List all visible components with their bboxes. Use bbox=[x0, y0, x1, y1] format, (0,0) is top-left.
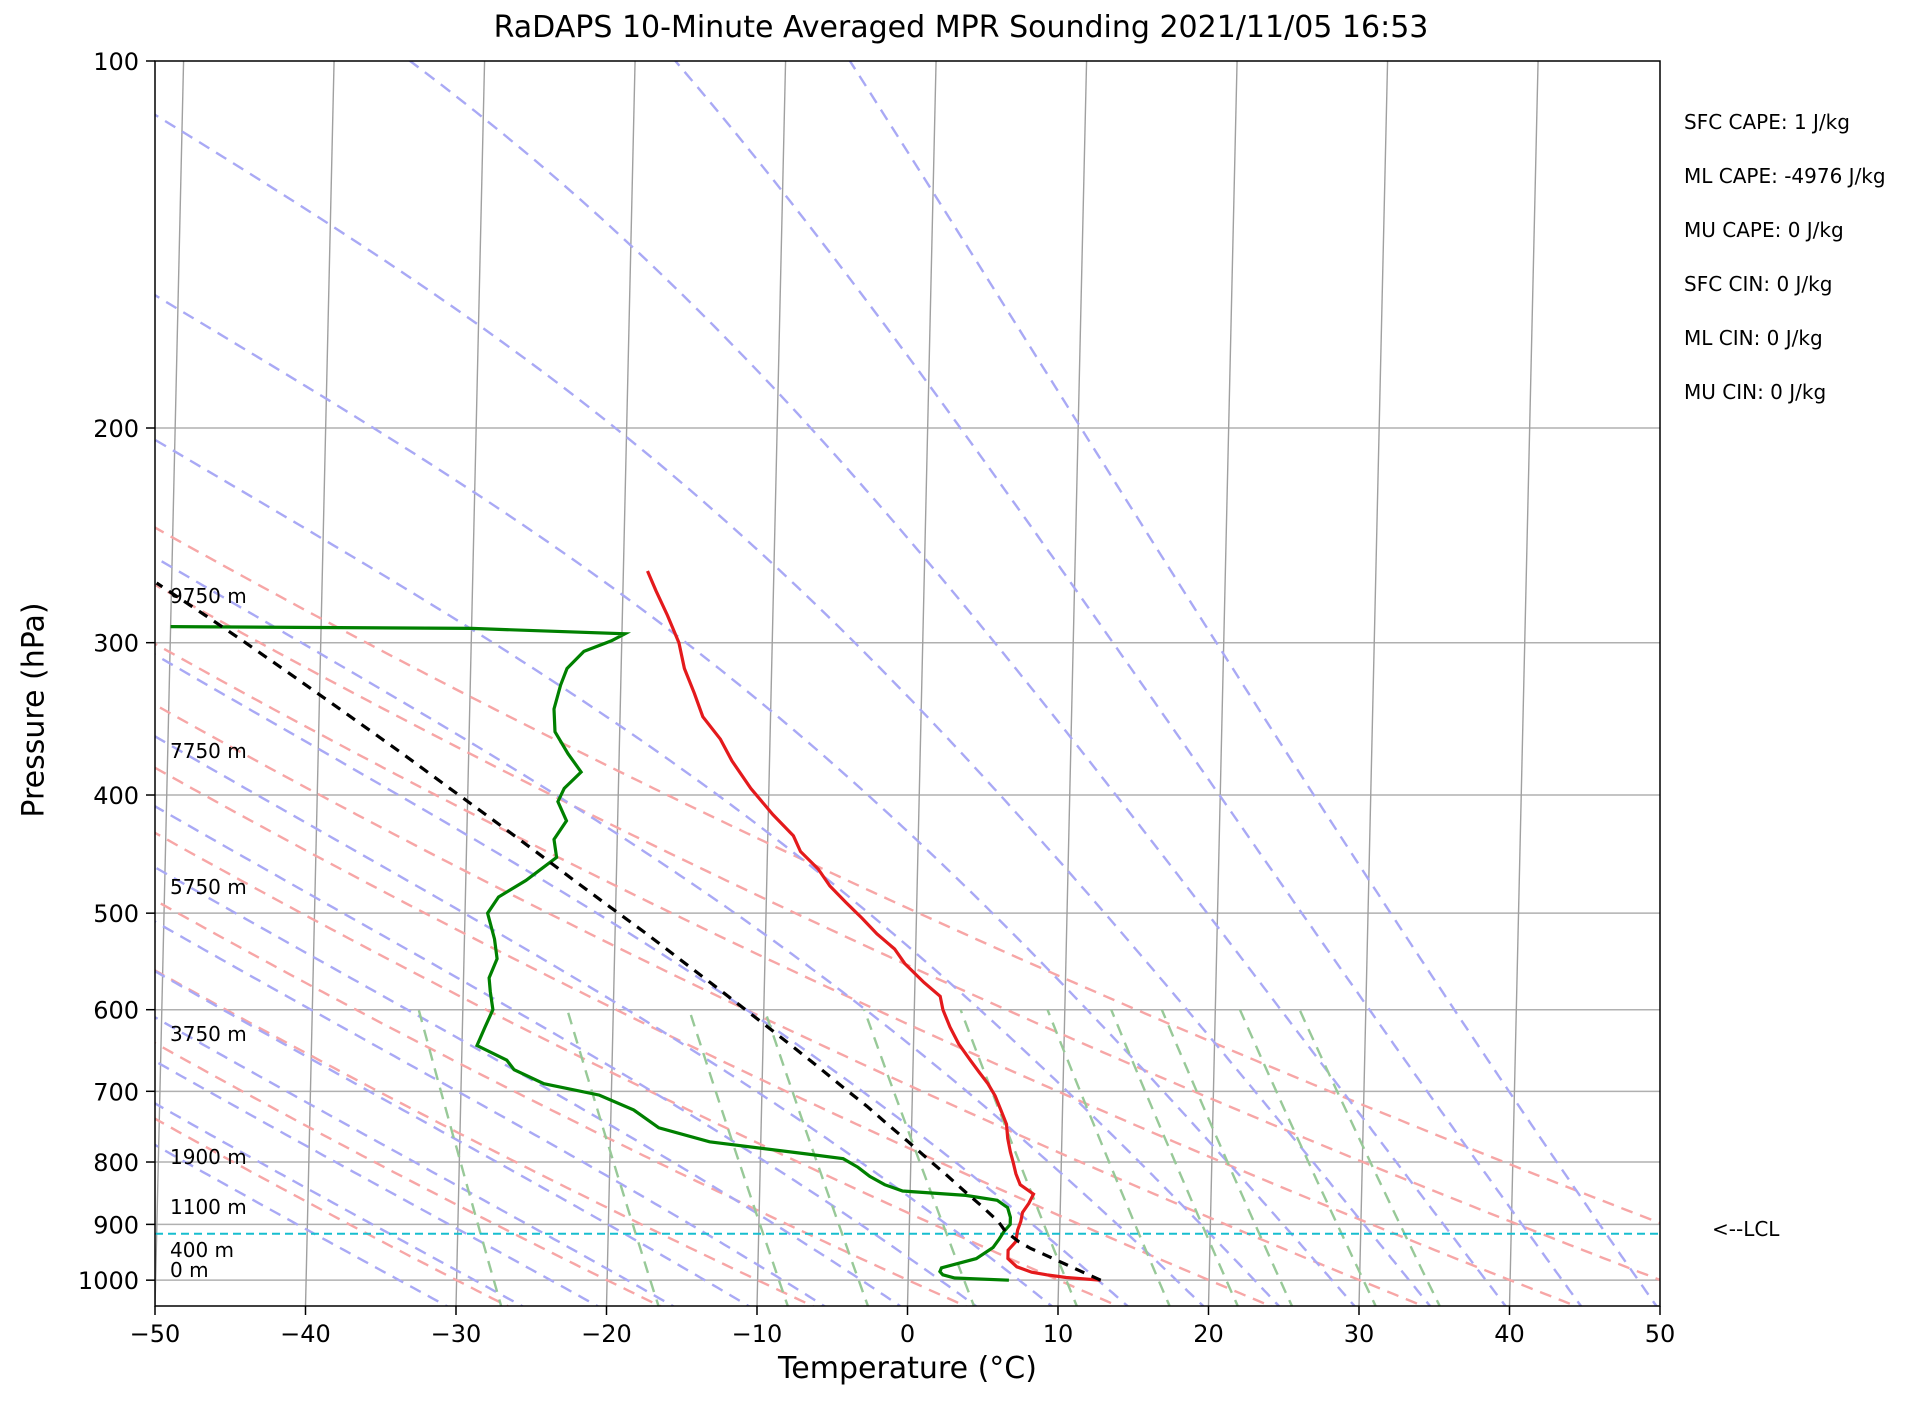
dry-adiabat-line bbox=[155, 898, 969, 1306]
mixing-ratio-line bbox=[1110, 1009, 1240, 1306]
stability-indices: SFC CAPE: 1 J/kg ML CAPE: -4976 J/kg MU … bbox=[1684, 105, 1886, 429]
height-label: 7750 m bbox=[170, 738, 247, 763]
lcl-label: <--LCL bbox=[1712, 1217, 1780, 1241]
mixing-ratio-line bbox=[1160, 1009, 1294, 1306]
height-label: 3750 m bbox=[170, 1021, 247, 1046]
temperature-profile-line bbox=[646, 570, 1101, 1282]
profile-series bbox=[155, 570, 1102, 1282]
moist-adiabat-line bbox=[155, 804, 978, 1306]
x-tick-label: −50 bbox=[130, 1320, 181, 1348]
isotherm-line bbox=[1508, 61, 1539, 1306]
mixing-ratio-line bbox=[1046, 1009, 1171, 1306]
dry-adiabat-line bbox=[155, 526, 1660, 1225]
isotherm-line bbox=[1207, 61, 1238, 1306]
moist-adiabat-line bbox=[155, 865, 903, 1306]
height-label: 400 m bbox=[170, 1238, 235, 1263]
x-tick-label: 10 bbox=[1043, 1320, 1074, 1348]
mixing-ratio-line bbox=[959, 1009, 1079, 1306]
moist-adiabat-line bbox=[155, 1102, 525, 1306]
y-tick-label: 200 bbox=[93, 415, 139, 443]
height-label: 0 m bbox=[170, 1258, 209, 1283]
height-label: 5750 m bbox=[170, 875, 247, 900]
mixing-ratio-line bbox=[688, 1009, 790, 1306]
x-tick-label: 50 bbox=[1645, 1320, 1676, 1348]
y-tick-label: 100 bbox=[93, 48, 139, 76]
x-axis-ticks: −50 −40 −30 −20 −10 0 10 20 30 40 50 bbox=[130, 1306, 1676, 1348]
plot-frame bbox=[154, 60, 1661, 1307]
moist-adiabat-line bbox=[155, 556, 1205, 1306]
y-tick-label: 900 bbox=[93, 1211, 139, 1239]
x-axis-label: Temperature (°C) bbox=[778, 1351, 1037, 1386]
mu-cin-text: MU CIN: 0 J/kg bbox=[1684, 380, 1827, 404]
sfc-cin-text: SFC CIN: 0 J/kg bbox=[1684, 272, 1833, 296]
x-tick-label: −30 bbox=[431, 1320, 482, 1348]
y-tick-label: 1000 bbox=[78, 1267, 139, 1295]
moist-adiabat-lines bbox=[155, 61, 1658, 1306]
dry-adiabat-line bbox=[155, 766, 1274, 1306]
isotherm-line bbox=[756, 61, 787, 1306]
y-tick-label: 700 bbox=[93, 1078, 139, 1106]
ml-cape-text: ML CAPE: -4976 J/kg bbox=[1684, 164, 1886, 188]
moist-adiabat-line bbox=[155, 653, 1130, 1306]
moist-adiabat-line bbox=[155, 969, 751, 1306]
moist-adiabat-line bbox=[155, 734, 1054, 1306]
dry-adiabat-line bbox=[155, 968, 816, 1306]
isotherm-line bbox=[304, 61, 335, 1306]
plot-area bbox=[155, 61, 1660, 1306]
mixing-ratio-line bbox=[763, 1009, 870, 1306]
moist-adiabat-line bbox=[155, 1143, 450, 1306]
isotherm-line bbox=[155, 61, 185, 1306]
mixing-ratio-line bbox=[417, 1009, 503, 1306]
sfc-cape-text: SFC CAPE: 1 J/kg bbox=[1684, 110, 1850, 134]
height-label: 1100 m bbox=[170, 1194, 247, 1219]
mixing-ratio-line bbox=[1298, 1009, 1442, 1306]
isotherm-line bbox=[455, 61, 486, 1306]
isotherm-line bbox=[1057, 61, 1088, 1306]
ml-cin-text: ML CIN: 0 J/kg bbox=[1684, 326, 1823, 350]
moist-adiabat-line bbox=[155, 920, 827, 1306]
parcel-profile-line bbox=[155, 581, 1102, 1282]
x-tick-label: 40 bbox=[1494, 1320, 1525, 1348]
x-tick-label: 0 bbox=[900, 1320, 915, 1348]
y-tick-label: 800 bbox=[93, 1149, 139, 1177]
moist-adiabat-line bbox=[155, 113, 1432, 1306]
mixing-ratio-line bbox=[863, 1009, 976, 1306]
y-tick-label: 400 bbox=[93, 782, 139, 810]
dry-adiabat-line bbox=[155, 703, 1427, 1306]
moist-adiabat-line bbox=[408, 61, 1508, 1306]
moist-adiabat-line bbox=[155, 1059, 600, 1306]
y-axis-label: Pressure (hPa) bbox=[16, 602, 52, 818]
dry-adiabat-lines bbox=[155, 526, 1660, 1306]
height-label: 9750 m bbox=[170, 584, 247, 609]
y-tick-label: 600 bbox=[93, 997, 139, 1025]
chart-title: RaDAPS 10-Minute Averaged MPR Sounding 2… bbox=[493, 10, 1429, 45]
mixing-ratio-line bbox=[566, 1009, 660, 1306]
isotherm-line bbox=[906, 61, 937, 1306]
dry-adiabat-line bbox=[155, 642, 1579, 1306]
isotherm-lines bbox=[155, 61, 1660, 1306]
moist-adiabat-line bbox=[155, 1015, 676, 1306]
moist-adiabat-line bbox=[155, 438, 1281, 1306]
dewpoint-profile-line bbox=[170, 625, 1013, 1282]
isobar-gridlines bbox=[155, 427, 1660, 1281]
y-axis-ticks: 100 200 300 400 500 600 700 800 900 1000 bbox=[78, 48, 155, 1295]
mixing-ratio-line bbox=[1238, 1009, 1377, 1306]
mixing-ratio-lines bbox=[417, 1009, 1442, 1306]
dry-adiabat-line bbox=[155, 583, 1660, 1282]
moist-adiabat-line bbox=[848, 61, 1658, 1306]
y-tick-label: 300 bbox=[93, 630, 139, 658]
x-tick-label: 20 bbox=[1193, 1320, 1224, 1348]
moist-adiabat-line bbox=[155, 293, 1357, 1306]
x-tick-label: −40 bbox=[280, 1320, 331, 1348]
dry-adiabat-line bbox=[155, 1117, 511, 1306]
x-tick-label: −20 bbox=[581, 1320, 632, 1348]
y-tick-label: 500 bbox=[93, 900, 139, 928]
x-tick-label: −10 bbox=[732, 1320, 783, 1348]
x-tick-label: 30 bbox=[1344, 1320, 1375, 1348]
mu-cape-text: MU CAPE: 0 J/kg bbox=[1684, 218, 1844, 242]
height-label: 1900 m bbox=[170, 1144, 247, 1169]
moist-adiabat-line bbox=[673, 61, 1583, 1306]
isotherm-line bbox=[1358, 61, 1389, 1306]
